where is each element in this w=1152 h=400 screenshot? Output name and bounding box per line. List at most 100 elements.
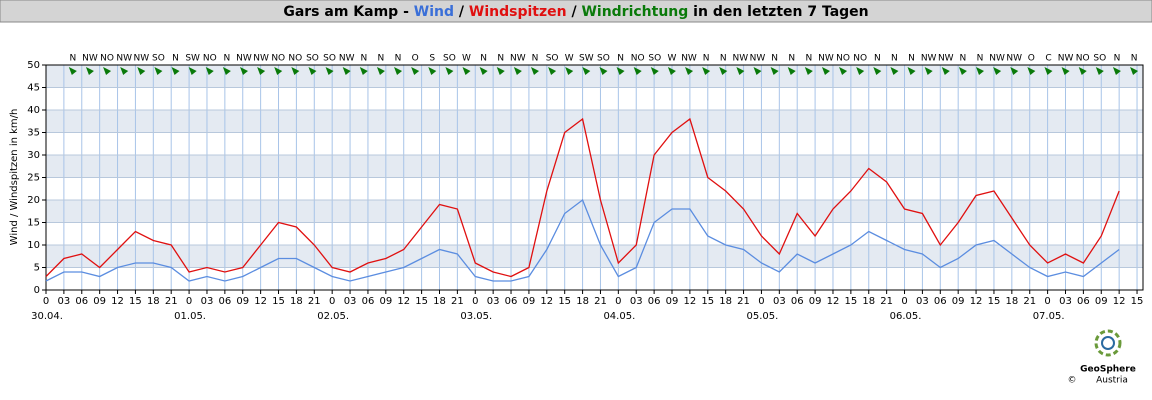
wind-direction-label: SO xyxy=(1093,54,1106,64)
wind-direction-label: NW xyxy=(339,54,355,64)
wind-direction-arrow xyxy=(616,67,625,75)
wind-direction-label: SW xyxy=(579,54,594,64)
x-tick-label: 18 xyxy=(433,296,446,307)
wind-direction-label: NO xyxy=(100,54,114,64)
wind-direction-arrow xyxy=(993,67,1002,75)
chart-title: Gars am Kamp - Wind / Windspitzen / Wind… xyxy=(283,4,868,20)
copyright: © xyxy=(1068,376,1077,386)
wind-direction-arrow xyxy=(1112,67,1121,75)
wind-direction-arrow xyxy=(394,67,403,75)
x-tick-label: 0 xyxy=(1044,296,1050,307)
wind-direction-label: NW xyxy=(1058,54,1074,64)
y-tick-label: 40 xyxy=(27,105,40,116)
x-tick-label: 09 xyxy=(1095,296,1108,307)
wind-direction-arrow xyxy=(1044,67,1053,75)
y-tick-label: 50 xyxy=(27,60,40,71)
wind-direction-arrow xyxy=(821,67,830,75)
wind-direction-label: N xyxy=(977,54,984,64)
y-tick-label: 25 xyxy=(27,173,40,184)
wind-direction-arrow xyxy=(599,67,608,75)
wind-direction-arrow xyxy=(582,67,591,75)
wind-direction-label: NW xyxy=(921,54,937,64)
wind-direction-arrow xyxy=(633,67,642,75)
x-tick-label: 12 xyxy=(970,296,983,307)
wind-direction-label: N xyxy=(360,54,367,64)
wind-direction-label: N xyxy=(395,54,402,64)
wind-direction-arrow xyxy=(958,67,967,75)
x-tick-label: 0 xyxy=(901,296,907,307)
x-tick-label: 18 xyxy=(1005,296,1018,307)
wind-direction-label: SO xyxy=(152,54,165,64)
wind-direction-label: NO xyxy=(288,54,302,64)
wind-direction-label: NO xyxy=(836,54,850,64)
x-tick-label: 06 xyxy=(934,296,947,307)
y-tick-label: 5 xyxy=(34,263,40,274)
wind-direction-label: O xyxy=(412,54,419,64)
wind-direction-arrow xyxy=(530,67,539,75)
x-tick-label: 15 xyxy=(1131,296,1144,307)
wind-direction-label: NW xyxy=(750,54,766,64)
wind-direction-label: N xyxy=(788,54,795,64)
wind-direction-label: NW xyxy=(82,54,98,64)
title-part: Gars am Kamp - xyxy=(283,4,413,20)
date-label: 07.05. xyxy=(1033,311,1065,322)
wind-direction-arrow xyxy=(839,67,848,75)
x-tick-label: 0 xyxy=(615,296,621,307)
wind-direction-arrow xyxy=(462,67,471,75)
x-tick-label: 0 xyxy=(758,296,764,307)
wind-direction-arrow xyxy=(719,67,728,75)
x-tick-label: 09 xyxy=(93,296,106,307)
wind-direction-arrow xyxy=(445,67,454,75)
x-tick-label: 09 xyxy=(666,296,679,307)
wind-direction-arrow xyxy=(924,67,933,75)
x-tick-label: 06 xyxy=(1077,296,1090,307)
wind-direction-arrow xyxy=(513,67,522,75)
wind-direction-label: W xyxy=(667,54,676,64)
wind-direction-label: N xyxy=(532,54,539,64)
x-tick-label: 0 xyxy=(329,296,335,307)
wind-direction-arrow xyxy=(325,67,334,75)
wind-direction-label: SO xyxy=(546,54,559,64)
wind-direction-label: NO xyxy=(631,54,645,64)
x-tick-label: 18 xyxy=(576,296,589,307)
x-tick-label: 21 xyxy=(1023,296,1036,307)
x-tick-label: 15 xyxy=(701,296,714,307)
x-tick-label: 12 xyxy=(827,296,840,307)
wind-direction-label: N xyxy=(497,54,504,64)
wind-direction-label: SO xyxy=(597,54,610,64)
band xyxy=(46,200,1143,223)
wind-direction-label: SO xyxy=(443,54,456,64)
logo xyxy=(1094,329,1122,357)
wind-direction-label: NO xyxy=(203,54,217,64)
wind-direction-arrow xyxy=(976,67,985,75)
y-axis-label: Wind / Windspitzen in km/h xyxy=(9,109,20,246)
wind-direction-arrow xyxy=(650,67,659,75)
wind-direction-arrow xyxy=(770,67,779,75)
x-tick-label: 03 xyxy=(58,296,71,307)
date-label: 06.05. xyxy=(890,311,922,322)
wind-direction-arrow xyxy=(941,67,950,75)
wind-direction-label: N xyxy=(805,54,812,64)
x-tick-label: 15 xyxy=(844,296,857,307)
wind-direction-label: O xyxy=(1028,54,1035,64)
wind-direction-label: N xyxy=(617,54,624,64)
x-tick-label: 15 xyxy=(558,296,571,307)
wind-direction-label: NW xyxy=(989,54,1005,64)
y-tick-label: 20 xyxy=(27,195,40,206)
wind-direction-label: N xyxy=(874,54,881,64)
title-part: in den letzten 7 Tagen xyxy=(688,4,868,20)
wind-direction-arrow xyxy=(1095,67,1104,75)
wind-direction-arrow xyxy=(376,67,385,75)
x-tick-label: 15 xyxy=(272,296,285,307)
wind-direction-label: N xyxy=(891,54,898,64)
wind-direction-arrow xyxy=(873,67,882,75)
wind-direction-label: NW xyxy=(733,54,749,64)
wind-direction-label: N xyxy=(1131,54,1138,64)
wind-direction-arrow xyxy=(736,67,745,75)
wind-direction-label: N xyxy=(908,54,915,64)
wind-direction-arrow xyxy=(804,67,813,75)
x-tick-label: 09 xyxy=(523,296,536,307)
date-label: 02.05. xyxy=(317,311,349,322)
x-tick-label: 21 xyxy=(737,296,750,307)
x-tick-label: 21 xyxy=(165,296,178,307)
